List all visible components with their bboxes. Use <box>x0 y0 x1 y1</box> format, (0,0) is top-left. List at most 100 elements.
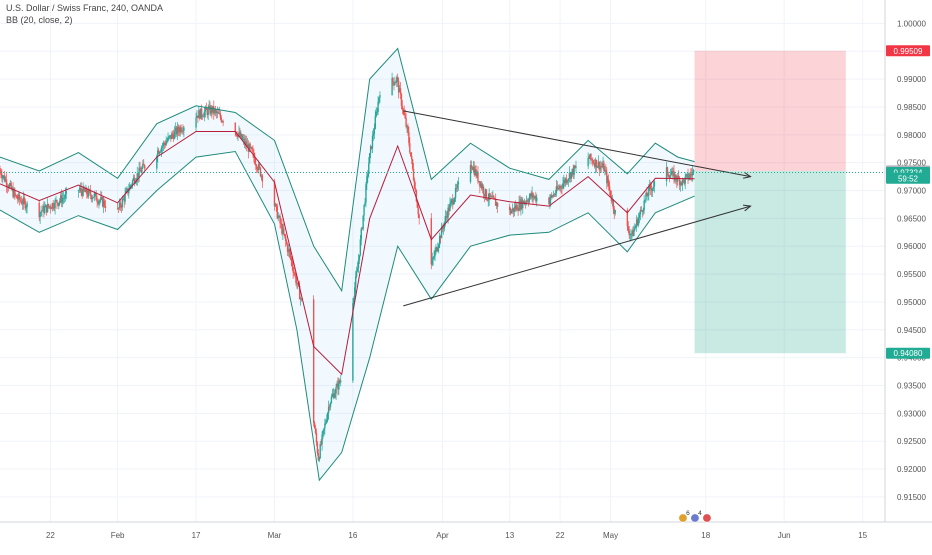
candle-body <box>200 108 202 119</box>
candle-body <box>118 202 121 209</box>
candle-body <box>177 126 180 131</box>
candle-body <box>602 163 604 167</box>
candle-body <box>315 432 318 443</box>
candle-body <box>244 141 247 145</box>
candle-body <box>2 176 4 179</box>
candle-body <box>256 165 258 170</box>
candle-body <box>261 175 264 182</box>
candle-body <box>290 257 292 261</box>
candle-body <box>408 132 410 144</box>
candle-body <box>527 201 530 203</box>
candle-body <box>405 118 407 127</box>
candle-body <box>396 77 399 81</box>
candle-body <box>133 177 136 184</box>
candle-body <box>123 198 125 202</box>
candle-body <box>375 111 377 117</box>
candle-body <box>445 216 447 217</box>
candle-body <box>160 147 163 152</box>
candle-body <box>690 173 692 175</box>
candle-body <box>605 169 607 172</box>
candle-body <box>317 453 320 461</box>
candle-body <box>87 194 89 197</box>
candle-body <box>124 193 126 202</box>
candle-body <box>59 200 61 203</box>
candle-body <box>477 171 479 182</box>
candle-body <box>363 204 365 216</box>
candle-body <box>509 206 511 211</box>
candle-body <box>97 201 99 204</box>
candle-body <box>22 197 25 205</box>
candle-body <box>637 217 640 225</box>
candle-body <box>182 130 184 132</box>
candle-body <box>322 430 324 435</box>
candle-body <box>551 195 553 197</box>
candle-body <box>214 109 216 114</box>
candle-body <box>327 406 330 414</box>
candle-body <box>210 107 212 114</box>
candle-body <box>328 406 331 408</box>
candle-body <box>101 197 103 198</box>
candle-body <box>587 157 589 167</box>
time-tick-label: 22 <box>556 531 565 540</box>
candle-body <box>514 206 517 210</box>
price-badge-label: 0.99509 <box>894 47 923 56</box>
grid-lines <box>0 0 885 522</box>
candle-body <box>165 142 167 146</box>
candle-body <box>652 186 655 189</box>
candle-body <box>122 198 124 200</box>
candle-body <box>163 142 166 145</box>
candle-body <box>411 159 414 169</box>
candle-body <box>196 115 198 118</box>
candle-body <box>257 164 260 170</box>
candle-body <box>208 105 210 109</box>
candle-body <box>337 383 339 390</box>
candle-body <box>635 225 637 228</box>
candle-body <box>335 386 337 394</box>
candle-body <box>524 202 527 204</box>
candle-body <box>645 192 647 200</box>
time-tick-label: May <box>603 531 618 540</box>
candle-body <box>355 271 358 277</box>
candle-body <box>219 113 222 118</box>
candle-body <box>221 121 223 123</box>
candle-body <box>471 167 474 170</box>
candle-body <box>474 169 476 175</box>
candle-body <box>554 193 557 195</box>
candle-body <box>558 187 560 189</box>
candle-body <box>14 190 16 195</box>
candle-body <box>448 207 450 211</box>
candle-body <box>675 174 677 180</box>
candle-body <box>63 198 66 199</box>
candle-body <box>402 109 404 111</box>
candle-body <box>394 82 396 85</box>
candle-body <box>325 422 327 424</box>
candle-body <box>676 179 678 182</box>
candle-body <box>446 216 448 218</box>
candle-body <box>436 247 438 252</box>
candle-body <box>612 200 615 209</box>
time-tick-label: 15 <box>858 531 867 540</box>
candle-body <box>692 170 695 172</box>
candle-body <box>333 393 335 398</box>
candle-body <box>198 110 200 119</box>
candle-body <box>178 130 180 133</box>
price-badge-label: 0.94080 <box>894 349 923 358</box>
candle-body <box>638 214 641 218</box>
candle-body <box>292 266 294 273</box>
candle-body <box>481 183 483 189</box>
candle-body <box>631 230 633 235</box>
candle-body <box>96 200 98 202</box>
candle-body <box>560 186 562 188</box>
candle-body <box>401 105 404 110</box>
candle-body <box>412 168 415 180</box>
candle-body <box>439 235 442 239</box>
candle-body <box>52 203 54 208</box>
candle-body <box>368 163 370 174</box>
candle-body <box>653 181 656 187</box>
time-tick-label: Mar <box>268 531 282 540</box>
candle-body <box>666 167 669 175</box>
candle-body <box>516 205 518 211</box>
candle-body <box>479 181 481 187</box>
